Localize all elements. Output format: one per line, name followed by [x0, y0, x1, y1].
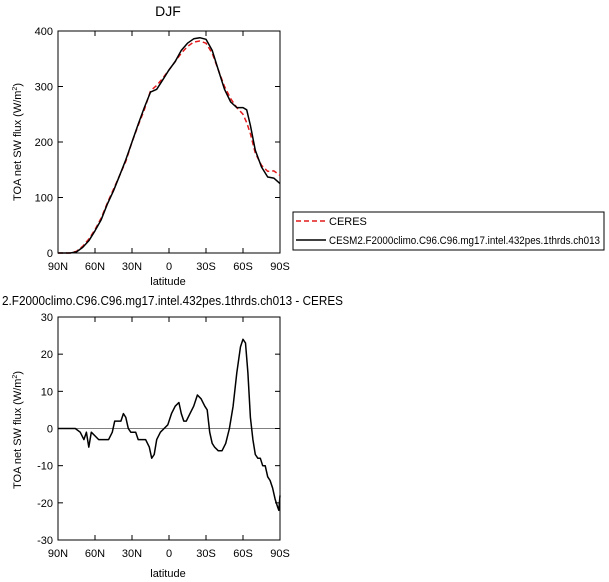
- top-y-tick-label: 400: [35, 26, 53, 38]
- top-y-axis-label: TOA net SW flux (W/m2): [12, 83, 24, 201]
- top-y-tick-label: 0: [47, 248, 53, 260]
- bottom-x-tick-label: 60N: [85, 548, 105, 560]
- bottom-panel: 2.F2000climo.C96.C96.mg17.intel.432pes.1…: [2, 293, 343, 580]
- bottom-x-tick-label: 30S: [196, 548, 216, 560]
- bottom-series-lines: [58, 338, 281, 512]
- bottom-x-tick-label: 60S: [233, 548, 253, 560]
- top-y-axis-label-sup: 2: [12, 87, 19, 91]
- bottom-y-axis-label-main: TOA net SW flux (W/m: [12, 379, 24, 489]
- top-series-lines: [58, 36, 281, 254]
- bottom-y-tick-label: 10: [41, 386, 53, 398]
- bottom-y-ticks: -30 -20 -10 0 10 20 30: [37, 312, 280, 547]
- bottom-y-tick-label: 0: [47, 424, 53, 436]
- top-y-tick-label: 200: [35, 137, 53, 149]
- top-y-axis-label-main: TOA net SW flux (W/m: [12, 91, 24, 201]
- legend-ceres-label: CERES: [329, 216, 367, 228]
- bottom-y-axis-label: TOA net SW flux (W/m2): [12, 371, 24, 489]
- top-y-axis-label-tail: ): [12, 83, 24, 87]
- legend-cesm-label: CESM2.F2000climo.C96.C96.mg17.intel.432p…: [329, 235, 600, 247]
- top-plot-frame: [57, 30, 281, 254]
- top-x-axis-label: latitude: [150, 276, 185, 288]
- top-y-tick-label: 100: [35, 193, 53, 205]
- bottom-x-tick-label: 90N: [48, 548, 68, 560]
- bottom-x-axis-label: latitude: [150, 568, 185, 580]
- bottom-y-tick-label: -30: [37, 535, 53, 547]
- top-series-line-ceres: [58, 40, 281, 254]
- bottom-y-tick-label: -20: [37, 498, 53, 510]
- top-x-tick-label: 60N: [85, 261, 105, 273]
- top-series-line-cesm2: [58, 36, 281, 254]
- top-y-tick-label: 300: [35, 82, 53, 94]
- top-x-ticks: 90N 60N 30N 0 30S 60S 90S: [48, 31, 290, 273]
- bottom-y-axis-label-tail: ): [12, 371, 24, 375]
- top-title: DJF: [155, 3, 181, 19]
- bottom-y-tick-label: 30: [41, 312, 53, 324]
- legend-frame: [292, 211, 605, 251]
- top-x-tick-label: 90S: [270, 261, 290, 273]
- top-x-tick-label: 60S: [233, 261, 253, 273]
- top-x-tick-label: 30S: [196, 261, 216, 273]
- top-panel: DJF 90N 60N 30N 0 30S 60S 90S 0 100 200 300 400 la…: [12, 3, 290, 288]
- bottom-x-tick-label: 90S: [270, 548, 290, 560]
- top-x-tick-label: 30N: [122, 261, 142, 273]
- bottom-y-axis-label-sup: 2: [12, 375, 19, 379]
- bottom-title: 2.F2000climo.C96.C96.mg17.intel.432pes.1…: [2, 293, 343, 308]
- bottom-x-ticks: 90N 60N 30N 0 30S 60S 90S: [48, 317, 290, 560]
- top-x-tick-label: 90N: [48, 261, 68, 273]
- top-x-tick-label: 0: [166, 261, 172, 273]
- bottom-y-tick-label: 20: [41, 349, 53, 361]
- bottom-y-tick-label: -10: [37, 461, 53, 473]
- top-y-ticks: 0 100 200 300 400: [35, 26, 280, 260]
- bottom-series-line-difference: [58, 338, 281, 512]
- bottom-x-tick-label: 30N: [122, 548, 142, 560]
- legend: CERES CESM2.F2000climo.C96.C96.mg17.inte…: [292, 211, 605, 251]
- bottom-x-tick-label: 0: [166, 548, 172, 560]
